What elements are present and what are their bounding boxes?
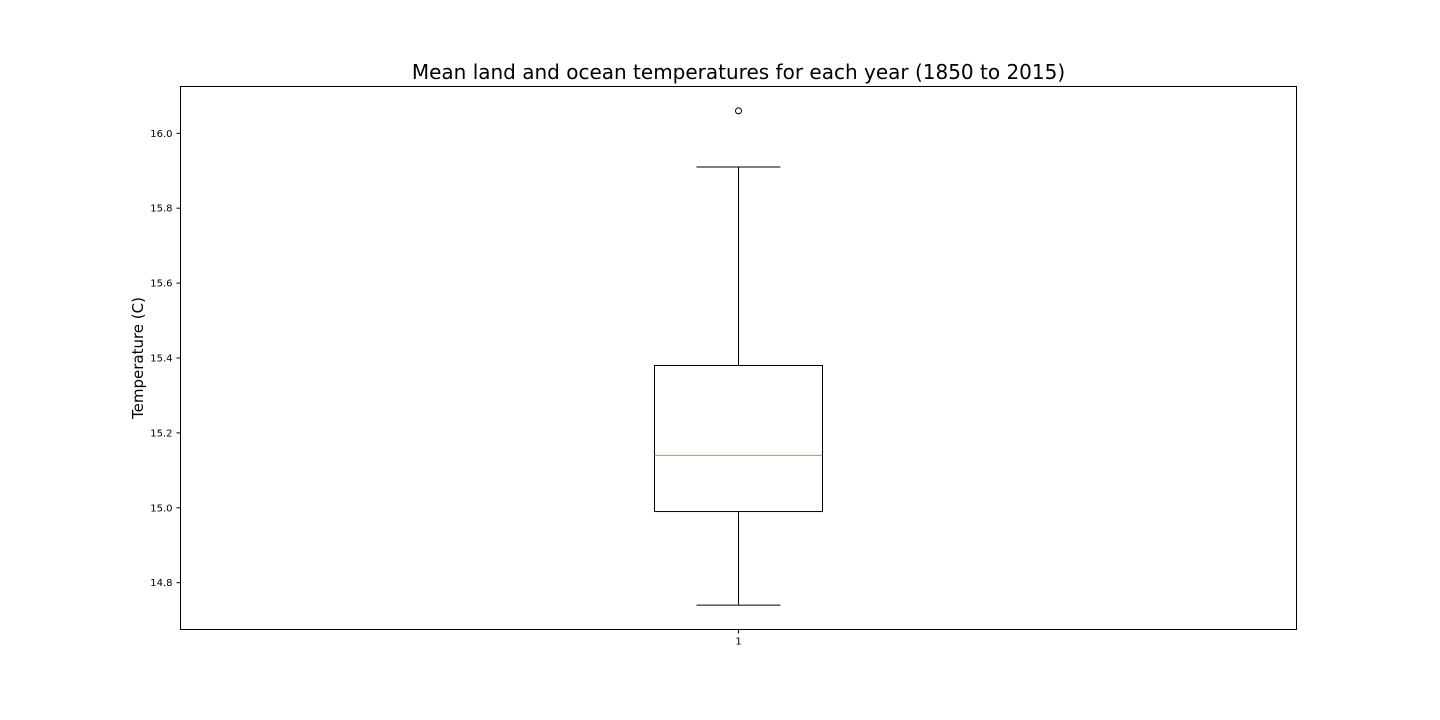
y-tick-label: 14.8 (150, 578, 172, 589)
interquartile-box (654, 364, 823, 513)
y-tick-label: 15.6 (150, 279, 172, 290)
chart-title: Mean land and ocean temperatures for eac… (411, 60, 1066, 84)
y-axis: 14.8 15.0 15.2 15.4 15.6 15.8 16.0 (150, 129, 181, 589)
y-tick-label: 15.8 (150, 204, 172, 215)
y-tick-label: 16.0 (150, 129, 172, 140)
outlier-point (735, 107, 742, 115)
y-tick-label: 15.2 (150, 428, 172, 439)
x-axis: 1 (735, 629, 742, 648)
box-series (654, 107, 823, 606)
y-tick-label: 15.0 (150, 503, 172, 514)
y-tick-label: 15.4 (150, 354, 172, 365)
x-tick-label: 1 (735, 637, 741, 648)
